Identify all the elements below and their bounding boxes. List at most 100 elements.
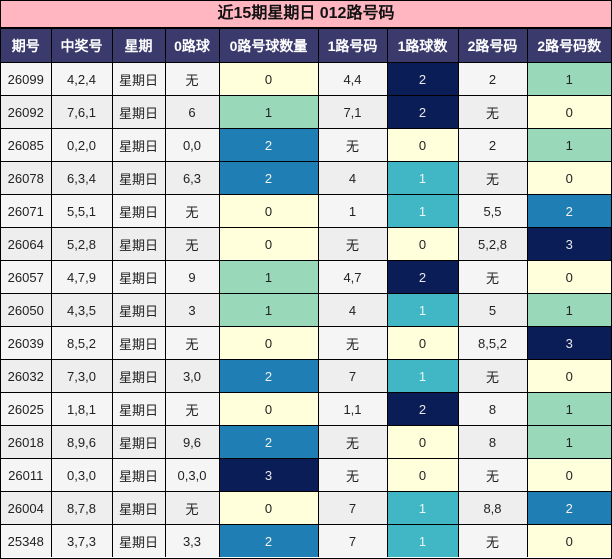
route-table: 期号 中奖号 星期 0路球 0路号球数量 1路号码 1路球数 2路号码 2路号码… xyxy=(1,29,611,557)
route1-count-cell: 2 xyxy=(386,260,459,294)
winning-numbers-cell: 8,7,8 xyxy=(50,491,113,525)
route2-numbers-cell: 无 xyxy=(457,95,528,129)
route2-numbers-cell: 5 xyxy=(457,293,528,327)
route1-numbers-cell: 4 xyxy=(317,293,388,327)
route0-balls-cell: 无 xyxy=(164,227,220,261)
weekday-cell: 星期日 xyxy=(111,392,166,426)
issue-cell: 26071 xyxy=(1,194,52,228)
issue-cell: 26050 xyxy=(1,293,52,327)
weekday-cell: 星期日 xyxy=(111,227,166,261)
route0-balls-cell: 0,3,0 xyxy=(164,458,220,492)
table-row: 26011 0,3,0 星期日 0,3,0 3 无 0 无 0 xyxy=(1,458,611,492)
route1-numbers-cell: 4 xyxy=(317,161,388,195)
winning-numbers-cell: 6,3,4 xyxy=(50,161,113,195)
weekday-cell: 星期日 xyxy=(111,95,166,129)
table-row: 26085 0,2,0 星期日 0,0 2 无 0 2 1 xyxy=(1,128,611,162)
issue-cell: 26064 xyxy=(1,227,52,261)
winning-numbers-cell: 5,5,1 xyxy=(50,194,113,228)
route2-numbers-cell: 8,5,2 xyxy=(457,326,528,360)
winning-numbers-cell: 4,2,4 xyxy=(50,62,113,96)
winning-numbers-cell: 4,7,9 xyxy=(50,260,113,294)
winning-numbers-cell: 0,3,0 xyxy=(50,458,113,492)
route2-numbers-cell: 无 xyxy=(457,359,528,393)
route1-count-cell: 1 xyxy=(386,293,459,327)
route2-numbers-cell: 无 xyxy=(457,458,528,492)
route1-count-cell: 0 xyxy=(386,227,459,261)
table-row: 26057 4,7,9 星期日 9 1 4,7 2 无 0 xyxy=(1,260,611,294)
header-route0-balls: 0路球 xyxy=(164,29,220,63)
route2-count-cell: 1 xyxy=(526,62,611,96)
weekday-cell: 星期日 xyxy=(111,326,166,360)
route2-count-cell: 2 xyxy=(526,491,611,525)
route2-numbers-cell: 8,8 xyxy=(457,491,528,525)
route0-count-cell: 2 xyxy=(218,128,319,162)
route1-numbers-cell: 1,1 xyxy=(317,392,388,426)
route0-balls-cell: 6 xyxy=(164,95,220,129)
issue-cell: 26004 xyxy=(1,491,52,525)
header-route1-numbers: 1路号码 xyxy=(317,29,388,63)
route0-balls-cell: 无 xyxy=(164,194,220,228)
weekday-cell: 星期日 xyxy=(111,458,166,492)
route2-numbers-cell: 2 xyxy=(457,128,528,162)
route2-count-cell: 0 xyxy=(526,359,611,393)
winning-numbers-cell: 1,8,1 xyxy=(50,392,113,426)
issue-cell: 26018 xyxy=(1,425,52,459)
header-issue: 期号 xyxy=(1,29,52,63)
table-row: 26050 4,3,5 星期日 3 1 4 1 5 1 xyxy=(1,293,611,327)
route2-count-cell: 0 xyxy=(526,458,611,492)
winning-numbers-cell: 5,2,8 xyxy=(50,227,113,261)
issue-cell: 26039 xyxy=(1,326,52,360)
route2-count-cell: 1 xyxy=(526,128,611,162)
route1-count-cell: 1 xyxy=(386,161,459,195)
weekday-cell: 星期日 xyxy=(111,194,166,228)
route1-numbers-cell: 7 xyxy=(317,359,388,393)
route1-numbers-cell: 无 xyxy=(317,128,388,162)
route0-count-cell: 1 xyxy=(218,260,319,294)
table-row: 26025 1,8,1 星期日无 0 1,1 2 8 1 xyxy=(1,392,611,426)
table-row: 25348 3,7,3 星期日 3,3 2 7 1 无 0 xyxy=(1,524,611,557)
winning-numbers-cell: 8,5,2 xyxy=(50,326,113,360)
winning-numbers-cell: 7,3,0 xyxy=(50,359,113,393)
route1-count-cell: 0 xyxy=(386,458,459,492)
route0-count-cell: 0 xyxy=(218,194,319,228)
table-row: 26064 5,2,8 星期日无 0 无 0 5,2,8 3 xyxy=(1,227,611,261)
route1-count-cell: 1 xyxy=(386,491,459,525)
winning-numbers-cell: 4,3,5 xyxy=(50,293,113,327)
route2-count-cell: 0 xyxy=(526,524,611,557)
route2-numbers-cell: 无 xyxy=(457,161,528,195)
route0-count-cell: 0 xyxy=(218,392,319,426)
header-weekday: 星期 xyxy=(111,29,166,63)
weekday-cell: 星期日 xyxy=(111,128,166,162)
route1-numbers-cell: 无 xyxy=(317,425,388,459)
route0-balls-cell: 3,0 xyxy=(164,359,220,393)
route2-numbers-cell: 8 xyxy=(457,425,528,459)
route2-numbers-cell: 5,2,8 xyxy=(457,227,528,261)
route1-numbers-cell: 7 xyxy=(317,491,388,525)
route1-numbers-cell: 无 xyxy=(317,326,388,360)
weekday-cell: 星期日 xyxy=(111,524,166,557)
table-row: 26092 7,6,1 星期日 6 1 7,1 2 无 0 xyxy=(1,95,611,129)
route2-count-cell: 3 xyxy=(526,227,611,261)
route0-count-cell: 2 xyxy=(218,161,319,195)
route0-count-cell: 2 xyxy=(218,359,319,393)
table-row: 26078 6,3,4 星期日 6,3 2 4 1 无 0 xyxy=(1,161,611,195)
route1-numbers-cell: 7 xyxy=(317,524,388,557)
table-row: 26099 4,2,4 星期日无 0 4,4 2 2 1 xyxy=(1,62,611,96)
table-title: 近15期星期日 012路号码 xyxy=(1,1,611,29)
winning-numbers-cell: 8,9,6 xyxy=(50,425,113,459)
route0-balls-cell: 9 xyxy=(164,260,220,294)
route2-numbers-cell: 2 xyxy=(457,62,528,96)
header-route2-count: 2路号码数 xyxy=(526,29,611,63)
route2-count-cell: 0 xyxy=(526,95,611,129)
route0-count-cell: 2 xyxy=(218,524,319,557)
weekday-cell: 星期日 xyxy=(111,293,166,327)
route1-numbers-cell: 7,1 xyxy=(317,95,388,129)
issue-cell: 26078 xyxy=(1,161,52,195)
table-row: 26039 8,5,2 星期日无 0 无 0 8,5,2 3 xyxy=(1,326,611,360)
route2-count-cell: 2 xyxy=(526,194,611,228)
route0-balls-cell: 3,3 xyxy=(164,524,220,557)
issue-cell: 25348 xyxy=(1,524,52,557)
route1-count-cell: 2 xyxy=(386,95,459,129)
route1-count-cell: 2 xyxy=(386,62,459,96)
issue-cell: 26011 xyxy=(1,458,52,492)
